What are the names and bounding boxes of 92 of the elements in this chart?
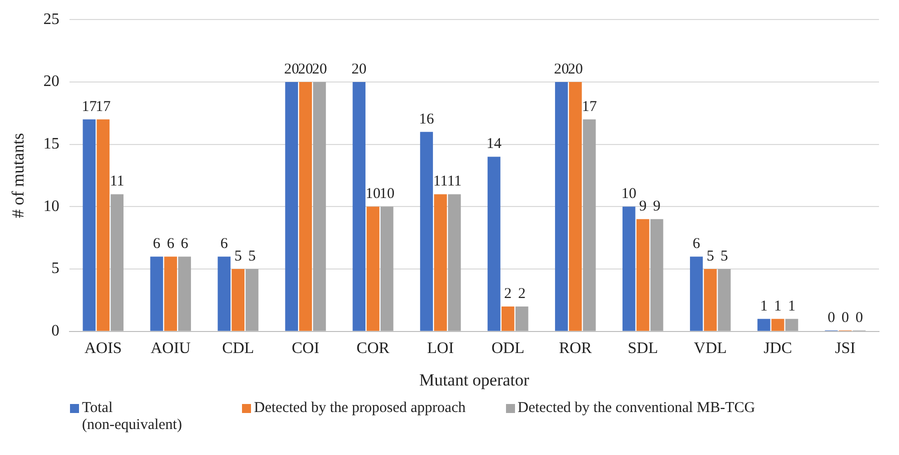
data-label: 6 (220, 236, 228, 252)
legend-label: Detected by the conventional MB-TCG (518, 400, 756, 416)
data-label: 2 (504, 286, 512, 302)
data-label: 10 (621, 186, 636, 202)
data-label: 11 (110, 174, 124, 190)
bar (366, 206, 380, 331)
data-label: 17 (96, 98, 112, 115)
x-tick-label: LOI (427, 340, 454, 358)
bar (218, 256, 231, 331)
data-label: 5 (706, 248, 714, 264)
bar (771, 318, 784, 331)
bar (285, 82, 298, 331)
data-label: 17 (82, 98, 98, 115)
data-label: 0 (828, 310, 836, 326)
data-label: 10 (379, 186, 394, 202)
data-label: 11 (447, 174, 462, 190)
data-label: 20 (568, 61, 583, 78)
bar (96, 119, 110, 331)
bar (299, 82, 312, 331)
y-tick-label: 20 (43, 73, 60, 90)
x-tick-label: CDL (222, 340, 254, 358)
data-label: 1 (760, 298, 768, 314)
x-tick-label: COR (356, 340, 390, 358)
data-label: 16 (419, 111, 435, 128)
bar (622, 206, 636, 331)
bar (178, 256, 191, 331)
x-tick-label: AOIU (150, 340, 192, 358)
bar (582, 119, 596, 331)
x-tick-label: ODL (491, 340, 524, 358)
bar (704, 269, 717, 331)
bar (232, 269, 244, 331)
x-tick-label: VDL (694, 340, 727, 358)
data-label: 6 (152, 236, 161, 252)
x-tick-label: JDC (764, 340, 792, 358)
x-tick-label: ROR (558, 340, 592, 358)
data-label: 1 (774, 298, 782, 314)
data-label: 6 (692, 236, 701, 252)
bar (650, 219, 664, 331)
x-tick-label: COI (292, 340, 320, 358)
bar (82, 119, 96, 331)
y-tick-label: 5 (51, 260, 60, 278)
y-axis-title: # of mutants (8, 133, 28, 218)
bar (420, 132, 433, 331)
bar (352, 82, 366, 331)
x-axis-title: Mutant operator (419, 370, 530, 390)
data-label: 5 (234, 248, 242, 264)
data-label: 10 (366, 186, 380, 202)
bar (502, 306, 514, 331)
data-label: 1 (788, 298, 796, 314)
data-label: 0 (842, 310, 850, 326)
data-label: 2 (518, 286, 526, 302)
bar (636, 219, 650, 331)
data-label: 20 (312, 61, 327, 78)
bar (488, 156, 500, 331)
data-label: 11 (433, 174, 448, 190)
data-label: 20 (284, 61, 300, 78)
bar (785, 318, 798, 331)
legend-label: Detected by the proposed approach (254, 400, 466, 416)
bar (690, 256, 703, 331)
bar (515, 306, 528, 331)
data-label: 9 (653, 198, 661, 215)
bar (434, 194, 447, 331)
bar (110, 194, 124, 331)
x-tick-label: JSI (835, 340, 856, 358)
bar (555, 82, 568, 331)
data-label: 20 (298, 61, 314, 78)
data-label: 5 (248, 248, 256, 264)
x-tick-label: AOIS (84, 340, 122, 358)
y-tick-label: 10 (43, 198, 60, 215)
data-label: 20 (352, 61, 367, 78)
bar (448, 194, 461, 331)
bar (757, 318, 770, 331)
y-tick-label: 0 (51, 322, 60, 340)
data-label: 6 (166, 236, 175, 252)
y-tick-label: 25 (43, 10, 60, 28)
data-label: 0 (855, 310, 863, 326)
bar (246, 269, 258, 331)
data-label: 20 (554, 61, 569, 78)
bar (568, 82, 582, 331)
data-label: 9 (639, 198, 647, 215)
bar (380, 206, 394, 331)
x-tick-label: SDL (628, 340, 658, 358)
data-label: 5 (720, 248, 728, 264)
data-label: 6 (180, 236, 189, 252)
bar (164, 256, 178, 331)
bar (150, 256, 164, 331)
bar (718, 269, 731, 331)
data-label: 17 (582, 98, 598, 115)
y-tick-label: 15 (43, 136, 60, 153)
legend-label: Total (non-equivalent) (82, 400, 182, 433)
data-label: 14 (486, 136, 502, 152)
bar (313, 82, 326, 331)
